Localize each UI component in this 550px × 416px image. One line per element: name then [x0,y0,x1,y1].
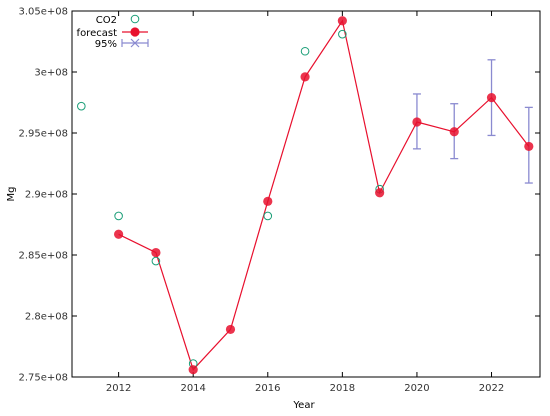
forecast-point [263,196,273,206]
legend-label-forecast: forecast [77,28,118,39]
x-tick-label: 2016 [255,383,280,394]
forecast-point [375,188,385,198]
legend: CO2 forecast 95% [77,14,149,50]
x-tick-label: 2018 [330,383,355,394]
x-tick-label: 2020 [404,383,429,394]
y-tick-label: 2.8e+08 [25,312,68,323]
forecast-point [524,141,534,152]
y-tick-label: 2.85e+08 [18,251,68,262]
legend-symbol-co2 [130,14,140,24]
forecast-point [449,127,459,137]
forecast-point [300,72,310,82]
axes: 2.75e+08 2.8e+08 2.85e+08 2.9e+08 2.95e+08 3e… [18,7,541,394]
forecast-line [118,19,530,371]
forecast-point [337,16,347,26]
legend-star-95-b [130,38,140,48]
co2-point [263,211,273,221]
y-tick-label: 3e+08 [34,68,68,79]
plot-frame [71,10,541,378]
co2-point [300,46,310,56]
forecast-point [114,229,124,239]
co2-point [338,29,347,39]
x-tick-label: 2022 [479,383,504,394]
y-tick-label: 2.9e+08 [25,190,68,201]
forecast-point [225,324,236,335]
y-tick-label: 3.05e+08 [18,7,68,18]
co2-point [114,211,123,221]
forecast-point [151,247,161,258]
forecast-point [412,117,422,127]
y-tick-label: 2.75e+08 [18,373,68,384]
legend-symbol-forecast [130,27,140,37]
series-layer [77,16,534,375]
y-axis-title: Mg [6,187,17,202]
y-tick-label: 2.95e+08 [18,129,68,140]
co2-point [77,101,86,111]
forecast-point [486,93,497,103]
legend-label-co2: CO2 [96,15,117,26]
x-axis-title: Year [292,400,315,411]
forecast-point [188,365,198,375]
legend-label-95: 95% [95,39,117,50]
co2-point [151,256,161,266]
x-tick-label: 2014 [180,383,205,394]
x-tick-label: 2012 [106,383,131,394]
